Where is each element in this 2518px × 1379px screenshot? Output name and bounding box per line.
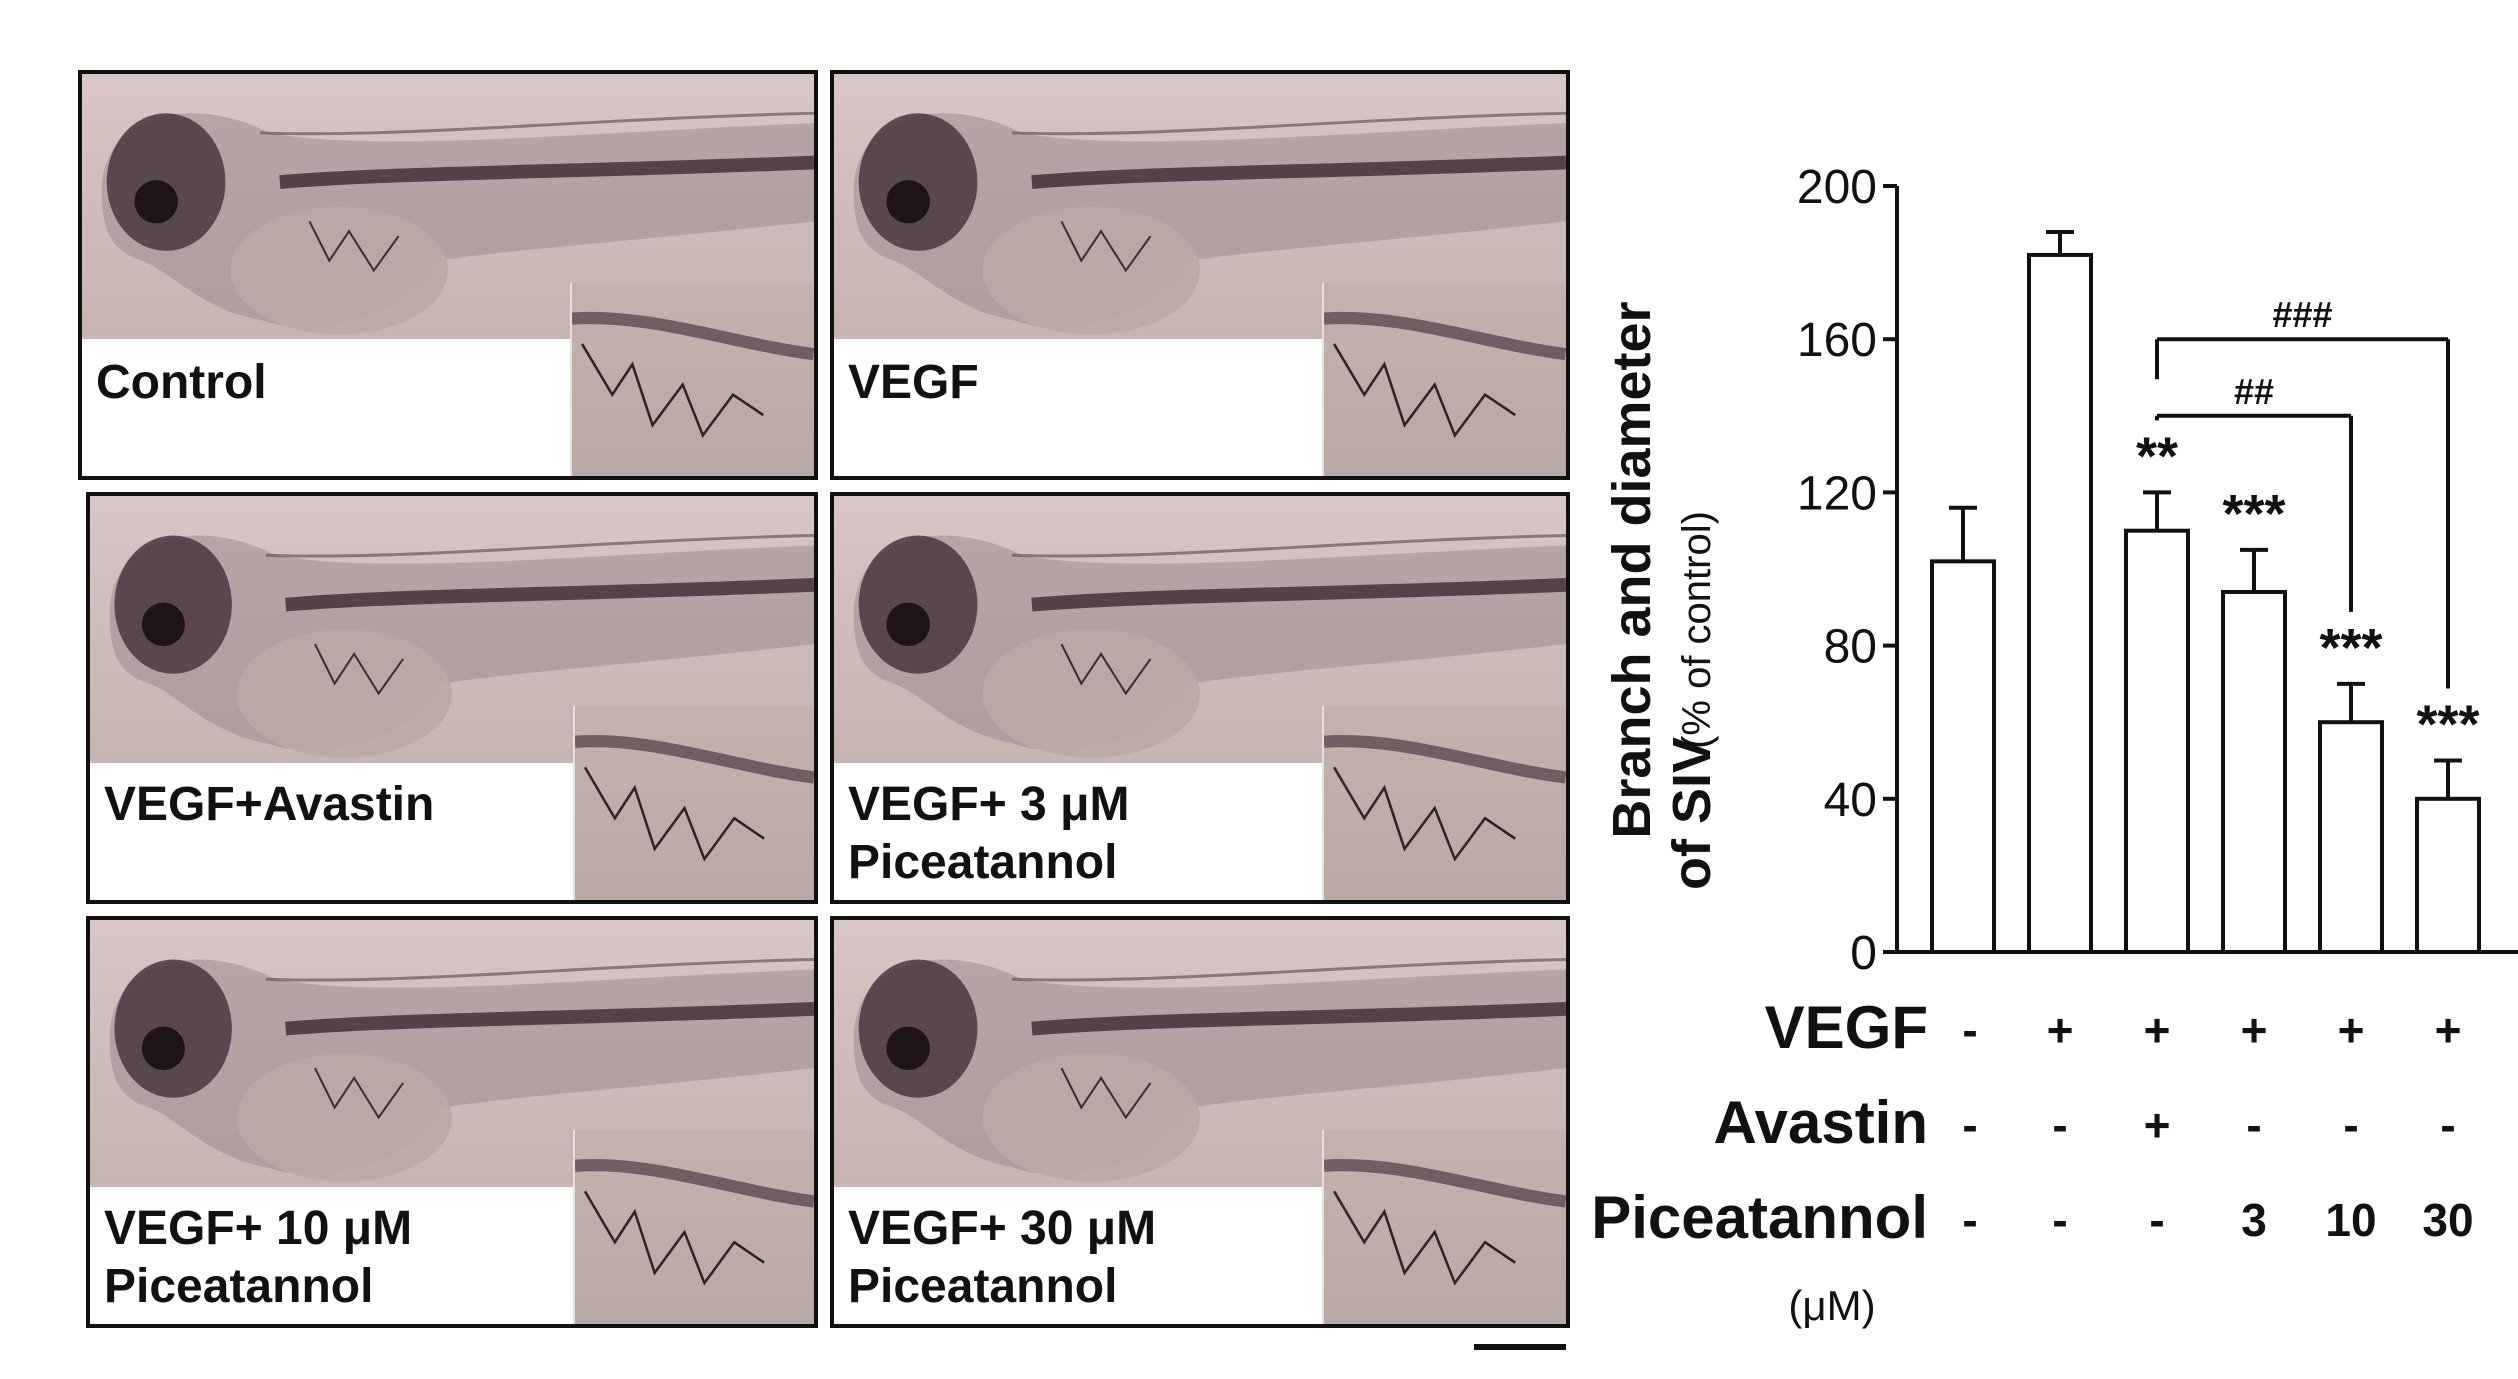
condition-value: - <box>1962 1004 1977 1056</box>
siv-inset-image <box>1322 706 1566 900</box>
siv-inset-image <box>570 283 814 476</box>
significance-label: *** <box>2222 484 2285 544</box>
condition-value: - <box>1962 1099 1977 1151</box>
siv-inset-image <box>1322 1130 1566 1324</box>
y-tick-label: 160 <box>1797 314 1877 367</box>
panel-label: VEGF+ 10 μM Piceatannol <box>104 1202 413 1313</box>
condition-value: + <box>2241 1004 2268 1056</box>
panel-label: VEGF+Avastin <box>104 778 435 831</box>
scale-bar <box>1474 1344 1566 1350</box>
bracket-label: ### <box>2272 294 2332 335</box>
bracket-label: ## <box>2234 371 2274 412</box>
y-axis-title-line1: Branch and diameter <box>1602 301 1662 838</box>
zebrafish-image <box>834 74 1566 340</box>
condition-value: + <box>2144 1099 2171 1151</box>
y-tick-label: 80 <box>1824 621 1877 674</box>
zebrafish-image <box>834 496 1566 763</box>
condition-value: - <box>2052 1194 2067 1246</box>
panel-control: Control <box>78 70 818 480</box>
y-tick-label: 120 <box>1797 467 1877 520</box>
panel-vegf-30um: VEGF+ 30 μM Piceatannol <box>830 916 1570 1328</box>
y-tick-label: 40 <box>1824 774 1877 827</box>
condition-label: VEGF <box>1765 994 1928 1061</box>
condition-label: Piceatannol <box>1591 1184 1928 1251</box>
bar <box>2221 589 2287 954</box>
condition-value: 10 <box>2325 1194 2376 1246</box>
condition-value: - <box>2052 1099 2067 1151</box>
y-tick-label: 0 <box>1850 927 1877 980</box>
condition-value: - <box>2343 1099 2358 1151</box>
siv-inset-image <box>1322 283 1566 476</box>
zebrafish-image <box>834 920 1566 1187</box>
panel-label: VEGF+ 30 μM Piceatannol <box>848 1202 1157 1313</box>
panel-label: VEGF <box>848 356 979 409</box>
condition-value: 3 <box>2241 1194 2267 1246</box>
y-tick-label: 200 <box>1797 161 1877 214</box>
y-axis-title-line2: of SIV <box>1662 737 1722 890</box>
condition-value: 30 <box>2422 1194 2473 1246</box>
bar <box>1930 559 1996 954</box>
panel-vegf-avastin: VEGF+Avastin <box>86 492 818 904</box>
condition-value: - <box>2440 1099 2455 1151</box>
bar <box>2318 720 2384 955</box>
siv-inset-image <box>573 1130 814 1324</box>
condition-sublabel: (μM) <box>1788 1282 1875 1329</box>
panel-vegf: VEGF <box>830 70 1570 480</box>
panel-vegf-3um: VEGF+ 3 μM Piceatannol <box>830 492 1570 904</box>
condition-value: + <box>2435 1004 2462 1056</box>
condition-value: - <box>2149 1194 2164 1246</box>
y-axis-title-unit: (% of control) <box>1675 511 1719 749</box>
zebrafish-image <box>82 74 814 340</box>
condition-value: + <box>2338 1004 2365 1056</box>
panel-label: Control <box>96 356 267 409</box>
significance-label: ** <box>2136 426 2178 486</box>
bar <box>2027 252 2093 954</box>
significance-label: *** <box>2319 618 2382 678</box>
significance-label: *** <box>2416 695 2479 755</box>
condition-value: - <box>1962 1194 1977 1246</box>
panel-label: VEGF+ 3 μM Piceatannol <box>848 778 1130 889</box>
panel-vegf-10um: VEGF+ 10 μM Piceatannol <box>86 916 818 1328</box>
zebrafish-image <box>90 496 814 763</box>
condition-value: + <box>2144 1004 2171 1056</box>
condition-label: Avastin <box>1713 1089 1928 1156</box>
siv-inset-image <box>573 706 814 900</box>
bar <box>2415 796 2481 954</box>
condition-value: + <box>2047 1004 2074 1056</box>
bar <box>2124 528 2190 954</box>
condition-value: - <box>2246 1099 2261 1151</box>
